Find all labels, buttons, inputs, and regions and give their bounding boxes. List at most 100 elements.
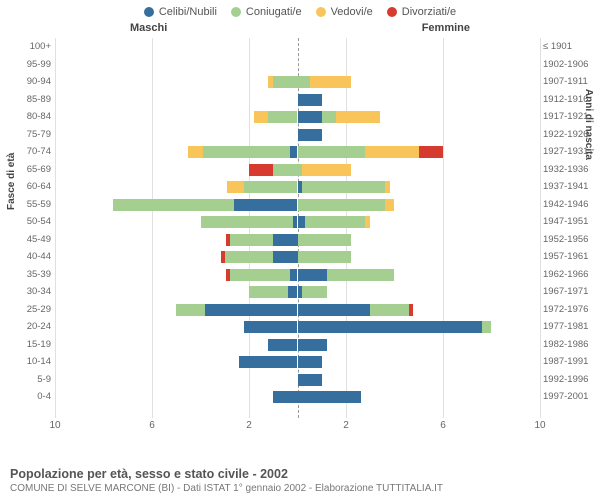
- x-axis-ticks: 10622610: [55, 420, 540, 434]
- bar-segment-male: [176, 304, 205, 316]
- bar-segment-female: [298, 374, 322, 386]
- legend-swatch: [144, 7, 154, 17]
- bar-segment-male: [113, 199, 234, 211]
- age-label: 35-39: [3, 268, 51, 282]
- birth-year-label: 1962-1966: [543, 268, 598, 282]
- age-row: 55-591942-1946: [55, 198, 540, 212]
- bar-segment-female: [298, 234, 351, 246]
- bar-segment-female: [298, 391, 361, 403]
- bar-segment-male: [268, 111, 297, 123]
- age-row: 85-891912-1916: [55, 93, 540, 107]
- age-label: 40-44: [3, 250, 51, 264]
- bar-segment-male: [254, 111, 269, 123]
- bar-segment-female: [310, 76, 351, 88]
- age-row: 90-941907-1911: [55, 75, 540, 89]
- age-label: 95-99: [3, 58, 51, 72]
- chart-title: Popolazione per età, sesso e stato civil…: [10, 467, 590, 481]
- bar-segment-male: [244, 321, 297, 333]
- age-label: 5-9: [3, 373, 51, 387]
- bar-segment-male: [227, 181, 244, 193]
- age-label: 85-89: [3, 93, 51, 107]
- birth-year-label: 1952-1956: [543, 233, 598, 247]
- age-label: 45-49: [3, 233, 51, 247]
- age-row: 0-41997-2001: [55, 390, 540, 404]
- bar-segment-female: [370, 304, 409, 316]
- bar-segment-male: [226, 269, 230, 281]
- population-pyramid-chart: Celibi/NubiliConiugati/eVedovi/eDivorzia…: [0, 0, 600, 500]
- birth-year-label: 1912-1916: [543, 93, 598, 107]
- age-row: 10-141987-1991: [55, 355, 540, 369]
- age-row: 100+≤ 1901: [55, 40, 540, 54]
- bar-segment-male: [290, 269, 297, 281]
- legend-item: Celibi/Nubili: [144, 6, 217, 18]
- age-row: 95-991902-1906: [55, 58, 540, 72]
- legend-swatch: [387, 7, 397, 17]
- bar-segment-male: [203, 146, 290, 158]
- age-label: 70-74: [3, 145, 51, 159]
- bar-segment-female: [298, 76, 310, 88]
- birth-year-label: 1922-1926: [543, 128, 598, 142]
- legend-label: Divorziati/e: [402, 6, 456, 18]
- birth-year-label: ≤ 1901: [543, 40, 598, 54]
- bar-segment-female: [298, 94, 322, 106]
- bar-segment-male: [205, 304, 297, 316]
- bar-segment-male: [234, 199, 297, 211]
- plot-area: 100+≤ 1901 95-991902-1906 90-941907-1911 85…: [55, 38, 540, 418]
- age-row: 50-541947-1951: [55, 215, 540, 229]
- bar-segment-female: [298, 216, 305, 228]
- age-row: 30-341967-1971: [55, 285, 540, 299]
- bar-segment-female: [409, 304, 413, 316]
- bar-segment-female: [385, 199, 395, 211]
- bar-segment-male: [225, 251, 274, 263]
- data-rows: 100+≤ 1901 95-991902-1906 90-941907-1911 85…: [55, 38, 540, 418]
- bar-segment-male: [188, 146, 203, 158]
- birth-year-label: 1907-1911: [543, 75, 598, 89]
- bar-segment-female: [298, 269, 327, 281]
- birth-year-label: 1987-1991: [543, 355, 598, 369]
- column-headers: Maschi Femmine: [0, 20, 600, 38]
- bar-segment-male: [201, 216, 293, 228]
- bar-segment-female: [298, 146, 366, 158]
- bar-segment-male: [273, 234, 297, 246]
- legend: Celibi/NubiliConiugati/eVedovi/eDivorzia…: [0, 0, 600, 20]
- legend-item: Divorziati/e: [387, 6, 456, 18]
- bar-segment-male: [273, 251, 297, 263]
- age-row: 65-691932-1936: [55, 163, 540, 177]
- birth-year-label: 1972-1976: [543, 303, 598, 317]
- birth-year-label: 1977-1981: [543, 320, 598, 334]
- x-tick-label: 10: [534, 420, 545, 431]
- birth-year-label: 1917-1921: [543, 110, 598, 124]
- birth-year-label: 1957-1961: [543, 250, 598, 264]
- birth-year-label: 1942-1946: [543, 198, 598, 212]
- bar-segment-female: [298, 321, 482, 333]
- bar-segment-female: [365, 216, 370, 228]
- age-label: 30-34: [3, 285, 51, 299]
- bar-segment-male: [273, 391, 297, 403]
- birth-year-label: 1992-1996: [543, 373, 598, 387]
- bar-segment-female: [302, 286, 326, 298]
- age-row: 25-291972-1976: [55, 303, 540, 317]
- age-row: 5-91992-1996: [55, 373, 540, 387]
- bar-segment-male: [239, 356, 297, 368]
- bar-segment-male: [268, 76, 273, 88]
- x-tick-label: 10: [49, 420, 60, 431]
- bar-segment-female: [336, 111, 380, 123]
- x-tick-label: 6: [440, 420, 446, 431]
- bar-segment-male: [273, 164, 297, 176]
- age-label: 20-24: [3, 320, 51, 334]
- age-label: 10-14: [3, 355, 51, 369]
- legend-swatch: [316, 7, 326, 17]
- age-label: 60-64: [3, 180, 51, 194]
- bar-segment-female: [298, 111, 322, 123]
- bar-segment-male: [249, 286, 288, 298]
- legend-label: Vedovi/e: [331, 6, 373, 18]
- birth-year-label: 1947-1951: [543, 215, 598, 229]
- legend-item: Vedovi/e: [316, 6, 373, 18]
- age-row: 20-241977-1981: [55, 320, 540, 334]
- birth-year-label: 1932-1936: [543, 163, 598, 177]
- age-row: 45-491952-1956: [55, 233, 540, 247]
- bar-segment-female: [305, 216, 366, 228]
- age-label: 100+: [3, 40, 51, 54]
- age-label: 15-19: [3, 338, 51, 352]
- bar-segment-male: [249, 164, 273, 176]
